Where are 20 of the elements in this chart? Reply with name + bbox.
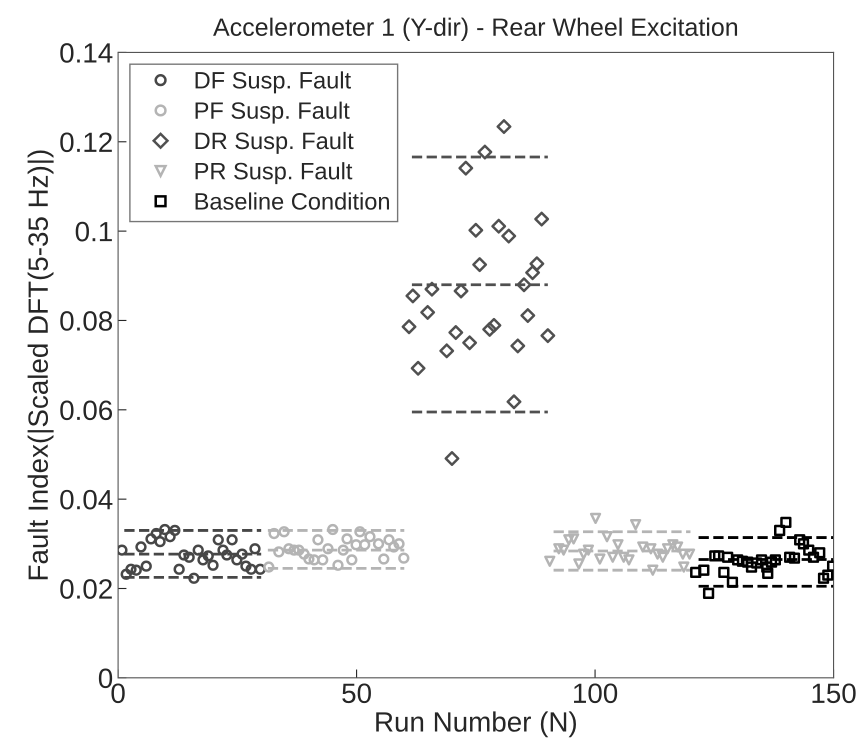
y-tick-label: 0.06 <box>60 400 112 420</box>
x-tick-label: 150 <box>812 683 856 704</box>
y-tick-label: 0.1 <box>76 222 112 242</box>
x-tick-label: 100 <box>574 683 618 704</box>
legend-label: PF Susp. Fault <box>196 102 350 124</box>
legend-label: PR Susp. Fault <box>196 162 352 184</box>
y-tick-label: 0.04 <box>60 490 112 510</box>
y-tick-label: 0 <box>98 668 112 688</box>
legend-label: DR Susp. Fault <box>196 132 354 154</box>
x-tick-label: 50 <box>342 683 371 704</box>
y-tick-label: 0.02 <box>60 579 112 599</box>
legend-label: Baseline Condition <box>196 192 390 210</box>
x-axis-title: Run Number (N) <box>376 711 576 738</box>
y-tick-label: 0.08 <box>60 311 112 331</box>
y-tick-label: 0.12 <box>60 132 112 152</box>
y-axis-title: Fault Index(|Scaled DFT(5-35 Hz)|) <box>28 150 54 580</box>
chart-title: Accelerometer 1 (Y-dir) - Rear Wheel Excitation <box>213 18 738 41</box>
legend-label: DF Susp. Fault <box>196 71 351 94</box>
y-tick-label: 0.14 <box>60 43 112 63</box>
x-tick-label: 0 <box>111 683 125 704</box>
